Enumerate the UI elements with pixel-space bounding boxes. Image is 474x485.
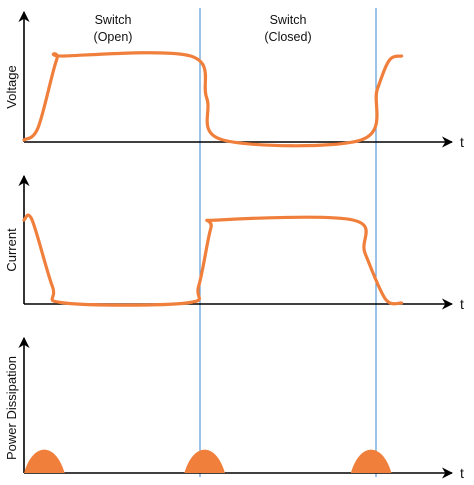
header-right-line1: Switch — [270, 13, 307, 27]
current-axis-label: Current — [4, 228, 19, 272]
power-axis-label: Power Dissipation — [4, 356, 19, 460]
header-left-line2: (Open) — [94, 30, 133, 44]
header-right-line2: (Closed) — [264, 30, 311, 44]
current-t-label: t — [460, 296, 464, 312]
header-left-line1: Switch — [95, 13, 132, 27]
power-pulse-2 — [184, 449, 225, 473]
voltage-axis-label: Voltage — [4, 65, 19, 108]
voltage-panel: Voltage t — [4, 10, 464, 150]
voltage-t-label: t — [460, 134, 464, 150]
current-panel: Current t — [4, 174, 464, 312]
current-waveform — [22, 213, 404, 307]
voltage-waveform — [22, 51, 404, 148]
power-pulse-group — [24, 449, 392, 473]
power-t-label: t — [460, 465, 464, 481]
power-pulse-1 — [24, 449, 65, 473]
power-panel: Power Dissipation t — [4, 336, 464, 481]
power-pulse-3 — [350, 449, 392, 473]
